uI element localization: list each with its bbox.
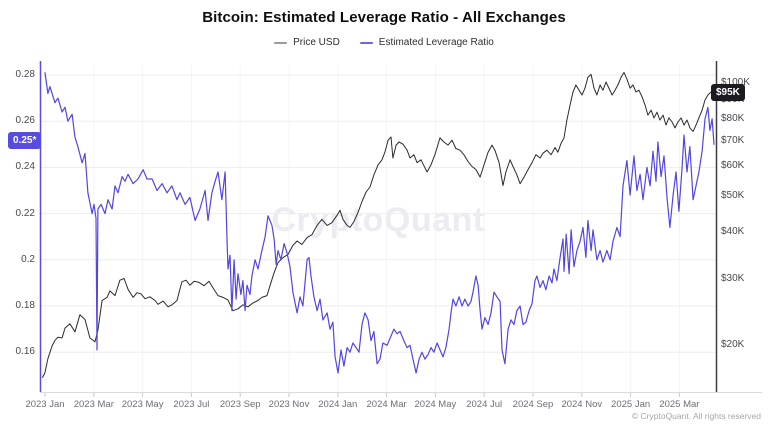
legend-item-price[interactable]: Price USD — [274, 37, 340, 48]
y-right-tick-label: $70K — [721, 135, 745, 147]
copyright-notice: © CryptoQuant. All rights reserved — [631, 411, 761, 421]
x-axis-tick-label: 2024 Jul — [466, 399, 503, 410]
x-axis-tick-label: 2023 Sep — [219, 399, 261, 410]
y-left-tick-label: 0.22 — [15, 207, 35, 219]
y-right-tick-label: $30K — [721, 273, 745, 285]
series-price-line — [42, 71, 715, 378]
x-axis-tick-label: 2024 May — [414, 399, 457, 410]
y-right-tick-label: $20K — [721, 339, 745, 351]
x-axis-tick-label: 2024 Nov — [561, 399, 603, 410]
legend-item-leverage[interactable]: Estimated Leverage Ratio — [359, 37, 494, 48]
legend-label: Price USD — [293, 37, 340, 48]
legend-label: Estimated Leverage Ratio — [378, 37, 494, 48]
x-axis-tick-label: 2023 May — [121, 399, 164, 410]
x-axis-tick-label: 2023 Jan — [25, 399, 65, 410]
y-right-tick-label: $100K — [721, 77, 750, 88]
x-axis-tick-label: 2024 Mar — [366, 399, 407, 410]
leverage-current-value-badge: 0.25* — [8, 132, 42, 150]
y-left-tick-label: 0.24 — [15, 161, 35, 173]
y-right-tick-label: $60K — [721, 160, 745, 172]
leverage-line-swatch-icon — [359, 41, 373, 44]
y-left-tick-label: 0.18 — [15, 300, 35, 311]
y-right-tick-label: $40K — [721, 226, 745, 238]
y-left-tick-label: 0.16 — [15, 346, 35, 358]
y-right-tick-label: $80K — [721, 113, 745, 125]
y-left-tick-label: 0.28 — [15, 69, 35, 80]
y-right-tick-label: $50K — [721, 189, 745, 201]
x-axis-tick-label: 2025 Jan — [611, 399, 651, 410]
x-axis-tick-label: 2025 Mar — [659, 399, 700, 410]
x-axis-tick-label: 2023 Jul — [173, 399, 210, 410]
x-axis-tick-label: 2023 Mar — [73, 399, 114, 410]
y-left-tick-label: 0.26 — [15, 115, 35, 127]
price-current-value-badge: $95K — [711, 83, 745, 101]
series-leverage-line — [44, 72, 715, 374]
y-left-tick-label: 0.2 — [21, 253, 35, 265]
x-axis-tick-label: 2023 Nov — [268, 399, 310, 410]
price-line-swatch-icon — [274, 41, 288, 44]
x-axis-tick-label: 2024 Sep — [512, 399, 554, 410]
page-title: Bitcoin: Estimated Leverage Ratio - All … — [202, 9, 566, 26]
chart-legend: Price USD Estimated Leverage Ratio — [0, 37, 768, 48]
cryptoquant-watermark: CryptoQuant — [271, 201, 485, 239]
x-axis-tick-label: 2024 Jan — [318, 399, 358, 410]
